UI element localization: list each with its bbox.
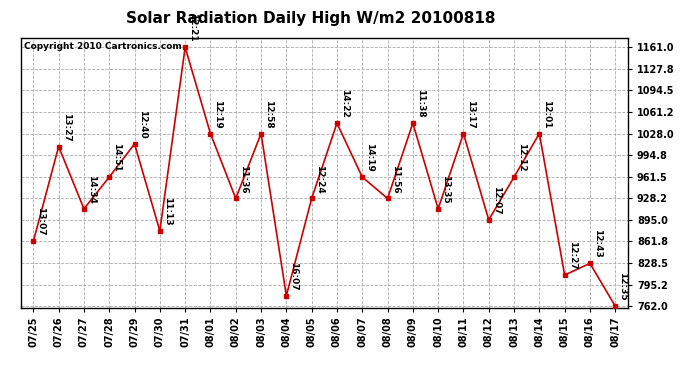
Text: 12:19: 12:19 <box>213 100 222 128</box>
Text: 14:51: 14:51 <box>112 143 121 172</box>
Text: 12:21: 12:21 <box>188 13 197 42</box>
Text: 11:13: 11:13 <box>163 197 172 226</box>
Text: 12:24: 12:24 <box>315 165 324 193</box>
Text: 11:56: 11:56 <box>391 165 400 193</box>
Text: Copyright 2010 Cartronics.com: Copyright 2010 Cartronics.com <box>23 42 181 51</box>
Text: 11:38: 11:38 <box>416 89 425 118</box>
Text: 11:36: 11:36 <box>239 165 248 193</box>
Text: 12:40: 12:40 <box>137 110 146 139</box>
Text: 14:22: 14:22 <box>340 89 349 118</box>
Text: 13:27: 13:27 <box>61 112 70 141</box>
Text: 12:35: 12:35 <box>618 272 627 301</box>
Text: 14:34: 14:34 <box>87 175 96 204</box>
Text: 12:43: 12:43 <box>593 230 602 258</box>
Text: 12:27: 12:27 <box>568 241 577 270</box>
Text: 14:19: 14:19 <box>365 143 374 172</box>
Text: 12:07: 12:07 <box>492 186 501 214</box>
Text: 13:17: 13:17 <box>466 100 475 128</box>
Text: 12:12: 12:12 <box>517 143 526 172</box>
Text: 16:07: 16:07 <box>289 262 298 291</box>
Text: 13:07: 13:07 <box>37 207 46 236</box>
Text: Solar Radiation Daily High W/m2 20100818: Solar Radiation Daily High W/m2 20100818 <box>126 11 495 26</box>
Text: 12:01: 12:01 <box>542 100 551 128</box>
Text: 13:35: 13:35 <box>441 175 450 204</box>
Text: 12:58: 12:58 <box>264 100 273 128</box>
